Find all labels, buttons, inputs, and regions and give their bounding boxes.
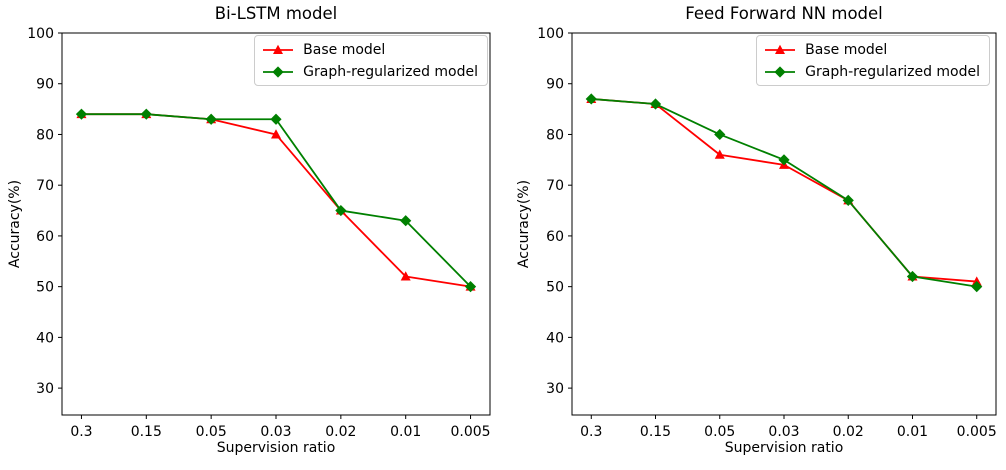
base-model-line-sample: [765, 44, 796, 54]
y-tick-label: 40: [36, 330, 54, 346]
plot-frame: [571, 32, 997, 416]
x-tick-label: 0.15: [640, 424, 671, 440]
y-tick-label: 70: [36, 178, 54, 194]
x-tick-label: 0.005: [957, 424, 997, 440]
y-tick-label: 50: [36, 280, 54, 296]
x-tick-label: 0.01: [390, 424, 421, 440]
y-tick-label: 70: [546, 178, 564, 194]
data-point-marker: [400, 271, 411, 281]
chart-title-feed-forward-nn: Feed Forward NN model: [685, 4, 883, 23]
y-tick-label: 60: [546, 229, 564, 245]
legend-item-graph-regularized-model: Graph-regularized model: [262, 62, 478, 81]
graph-regularized-model-line-sample: [765, 66, 796, 78]
y-tick-label: 90: [36, 77, 54, 93]
bi-lstm-plot-area: 30 40 50 60 70 80 90 100 0.3 0.15 0.05 0.03 0.02 0.01…: [27, 26, 491, 440]
data-point-marker: [75, 108, 88, 120]
x-axis-label: Supervision ratio: [216, 440, 336, 456]
x-tick-label: 0.05: [196, 424, 227, 440]
legend: Base model Graph-regularized model: [756, 35, 990, 86]
data-point-marker: [271, 129, 281, 139]
data-point-marker: [778, 154, 790, 166]
series-line: [81, 113, 472, 288]
base-model-line-sample: [263, 44, 294, 54]
data-point-marker: [400, 215, 412, 227]
feed-forward-nn-plot-area: 30 40 50 60 70 80 90 100 0.3 0.15 0.05 0.03 0.02 0.01…: [537, 26, 997, 440]
data-point-marker: [971, 281, 983, 293]
y-tick-label: 80: [36, 127, 54, 143]
data-point-marker: [140, 108, 152, 120]
chart-title-bi-lstm: Bi-LSTM model: [214, 4, 338, 23]
legend-item-graph-regularized-model: Graph-regularized model: [764, 62, 980, 81]
y-tick-label: 100: [27, 26, 54, 42]
graph-regularized-model-line-sample: [263, 66, 294, 78]
y-tick-label: 90: [546, 77, 564, 93]
x-tick-label: 0.3: [70, 424, 92, 440]
x-tick-label: 0.02: [325, 424, 356, 440]
data-point-marker: [774, 66, 786, 78]
data-point-marker: [714, 149, 725, 159]
y-tick-label: 30: [36, 381, 54, 397]
y-tick-label: 50: [546, 280, 564, 296]
data-point-marker: [335, 204, 347, 217]
series-line: [591, 98, 977, 288]
bi-lstm-chart-panel: Bi-LSTM model Accuracy(%) 30 40 50 60 70 80 90…: [7, 4, 491, 456]
data-point-marker: [272, 66, 284, 78]
data-point-marker: [273, 44, 284, 54]
y-tick-label: 100: [537, 26, 564, 42]
data-point-marker: [649, 98, 662, 110]
y-tick-label: 60: [36, 229, 54, 245]
data-point-marker: [971, 276, 982, 286]
x-tick-label: 0.005: [450, 424, 490, 440]
y-tick-label: 30: [546, 381, 564, 397]
legend-label: Base model: [303, 41, 386, 58]
x-tick-label: 0.15: [131, 424, 162, 440]
x-tick-label: 0.01: [897, 424, 928, 440]
data-point-marker: [775, 44, 786, 54]
x-tick-label: 0.02: [833, 424, 864, 440]
legend-item-base-model: Base model: [764, 40, 980, 59]
series-line: [591, 98, 977, 283]
legend-item-base-model: Base model: [262, 40, 478, 59]
data-point-marker: [205, 113, 217, 125]
x-tick-label: 0.03: [260, 424, 291, 440]
feed-forward-nn-chart-panel: Feed Forward NN model Accuracy(%) 30 40 50…: [503, 0, 1006, 470]
legend: Base model Graph-regularized model: [254, 35, 488, 86]
legend-label: Graph-regularized model: [303, 63, 478, 80]
y-tick-label: 80: [546, 127, 564, 143]
legend-label: Base model: [805, 41, 888, 58]
plot-frame: [61, 32, 491, 416]
y-tick-label: 40: [546, 330, 564, 346]
data-point-marker: [464, 281, 477, 293]
x-tick-label: 0.05: [704, 424, 735, 440]
data-point-marker: [842, 194, 854, 207]
data-point-marker: [714, 128, 726, 141]
data-point-marker: [906, 270, 919, 283]
series-line: [81, 113, 471, 288]
x-tick-label: 0.03: [768, 424, 799, 440]
x-axis-label: Supervision ratio: [724, 440, 844, 456]
legend-label: Graph-regularized model: [805, 63, 980, 80]
data-point-marker: [270, 113, 282, 125]
x-tick-label: 0.3: [580, 424, 602, 440]
